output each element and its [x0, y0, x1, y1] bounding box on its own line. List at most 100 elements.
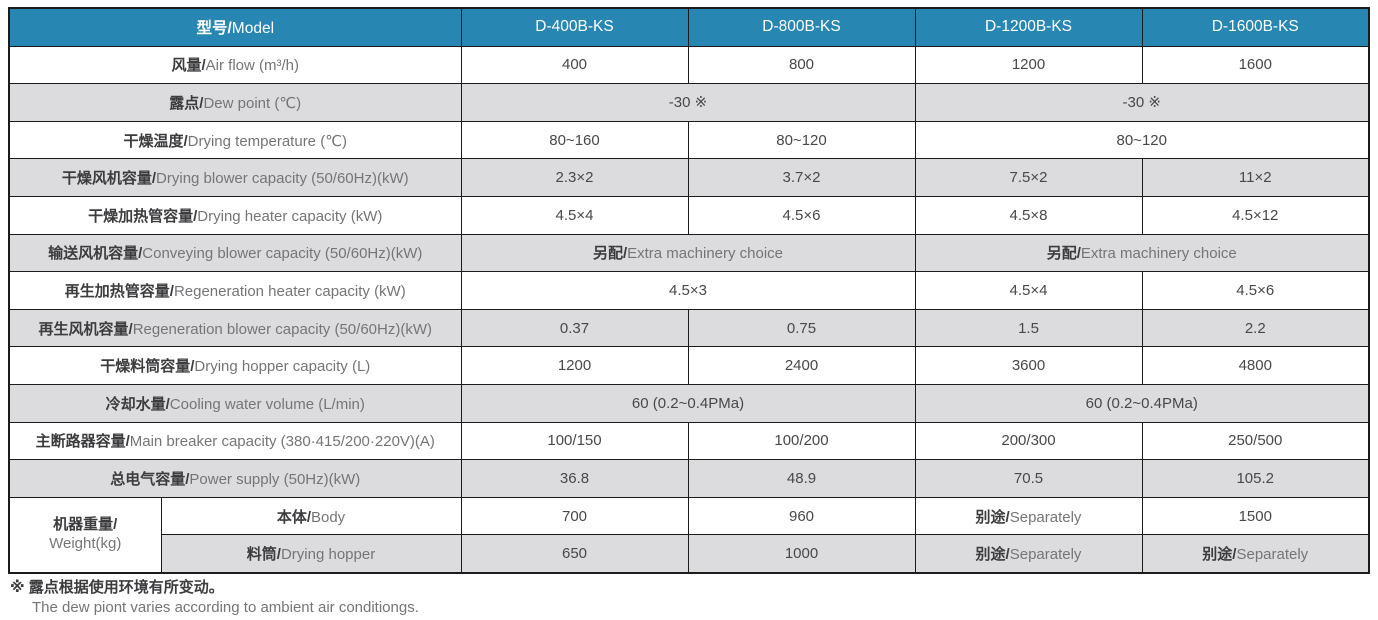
value-cell: 800 — [687, 45, 916, 85]
row-main-breaker: 主断路器容量/Main breaker capacity (380·415/20… — [8, 421, 1370, 461]
header-model-label: 型号/Model — [8, 7, 462, 47]
value-cell: 1000 — [687, 534, 916, 574]
row-label-main-breaker: 主断路器容量/Main breaker capacity (380·415/20… — [8, 421, 462, 461]
value-zh: 另配/ — [1046, 245, 1081, 263]
row-drying-blower: 干燥风机容量/Drying blower capacity (50/60Hz)(… — [8, 158, 1370, 197]
label-zh: 风量/ — [171, 57, 206, 75]
header-model-d1200: D-1200B-KS — [914, 7, 1143, 47]
value-cell: 250/500 — [1141, 421, 1370, 461]
row-label-cooling-water: 冷却水量/Cooling water volume (L/min) — [8, 383, 462, 423]
value-cell: 4.5×4 — [914, 271, 1143, 310]
label-zh: 干燥料筒容量/ — [100, 358, 195, 376]
row-label-airflow: 风量/Air flow (m³/h) — [8, 45, 462, 85]
value-cell: 80~120 — [914, 120, 1370, 160]
value-cell: 2.2 — [1141, 308, 1370, 348]
header-model-d400: D-400B-KS — [460, 7, 689, 47]
value-cell: 1200 — [914, 45, 1143, 85]
value-en: Separately — [1009, 508, 1082, 526]
label-en: Regeneration heater capacity (kW) — [173, 282, 406, 300]
row-sublabel-drying-hopper: 料筒/Drying hopper — [160, 534, 462, 574]
value-cell: 4.5×4 — [460, 195, 689, 235]
value-cell: 4.5×12 — [1141, 195, 1370, 235]
header-model-d800: D-800B-KS — [687, 7, 916, 47]
value-cell: 700 — [460, 496, 689, 536]
value-cell: 48.9 — [687, 459, 916, 498]
value-cell: 60 (0.2~0.4PMa) — [460, 383, 916, 423]
value-cell: 2400 — [687, 346, 916, 385]
value-cell: 0.37 — [460, 308, 689, 348]
value-cell: 650 — [460, 534, 689, 574]
value-cell: 960 — [687, 496, 916, 536]
value-cell: 4.5×6 — [687, 195, 916, 235]
label-zh: 冷却水量/ — [105, 395, 170, 413]
label-zh: 再生风机容量/ — [38, 320, 133, 338]
row-drying-heater: 干燥加热管容量/Drying heater capacity (kW) 4.5×… — [8, 195, 1370, 235]
footnote-line2-en: The dew piont varies according to ambien… — [32, 598, 419, 616]
row-label-weight: 机器重量/Weight(kg) — [8, 496, 162, 574]
label-en: Weight(kg) — [49, 534, 122, 552]
value-cell: 4.5×6 — [1141, 271, 1370, 310]
row-sublabel-body: 本体/Body — [160, 496, 462, 536]
label-zh: 露点/ — [169, 94, 204, 112]
label-en: Drying hopper capacity (L) — [194, 358, 371, 376]
label-en: Drying blower capacity (50/60Hz)(kW) — [156, 170, 409, 188]
value-cell: 别途/Separately — [914, 496, 1143, 536]
label-en: Drying temperature (℃) — [187, 132, 348, 150]
value-cell: 4.5×3 — [460, 271, 916, 310]
label-zh: 输送风机容量/ — [48, 245, 143, 263]
label-en: Body — [310, 508, 346, 526]
row-label-regeneration-blower: 再生风机容量/Regeneration blower capacity (50/… — [8, 308, 462, 348]
label-en: Dew point (℃) — [203, 94, 302, 112]
row-conveying-blower: 输送风机容量/Conveying blower capacity (50/60H… — [8, 233, 1370, 273]
label-zh: 干燥风机容量/ — [61, 170, 157, 188]
label-en: Main breaker capacity (380·415/200·220V)… — [129, 433, 435, 451]
value-cell: 4800 — [1141, 346, 1370, 385]
row-label-drying-heater: 干燥加热管容量/Drying heater capacity (kW) — [8, 195, 462, 235]
value-cell: 1500 — [1141, 496, 1370, 536]
row-power-supply: 总电气容量/Power supply (50Hz)(kW) 36.8 48.9 … — [8, 459, 1370, 498]
row-cooling-water: 冷却水量/Cooling water volume (L/min) 60 (0.… — [8, 383, 1370, 423]
value-zh: 别途/ — [1202, 546, 1237, 564]
row-dewpoint: 露点/Dew point (℃) -30 ※ -30 ※ — [8, 83, 1370, 122]
header-model-zh: 型号/ — [196, 20, 232, 38]
row-weight-hopper: 料筒/Drying hopper 650 1000 别途/Separately … — [9, 534, 1370, 574]
value-en: Extra machinery choice — [1080, 245, 1237, 263]
value-en: Separately — [1236, 546, 1309, 564]
row-label-power-supply: 总电气容量/Power supply (50Hz)(kW) — [8, 459, 462, 498]
footnote-line1-cn: ※ 露点根据使用环境有所变动。 — [10, 578, 224, 596]
header-model-d1600: D-1600B-KS — [1141, 7, 1370, 47]
row-label-drying-temperature: 干燥温度/Drying temperature (℃) — [8, 120, 462, 160]
value-cell: -30 ※ — [460, 83, 916, 122]
label-zh: 机器重量/ — [53, 516, 118, 534]
value-cell: 1.5 — [914, 308, 1143, 348]
value-cell: 70.5 — [914, 459, 1143, 498]
value-cell: 0.75 — [687, 308, 916, 348]
row-drying-hopper-capacity: 干燥料筒容量/Drying hopper capacity (L) 1200 2… — [8, 346, 1370, 385]
value-en: Separately — [1009, 546, 1082, 564]
label-en: Air flow (m³/h) — [205, 57, 299, 75]
label-zh: 主断路器容量/ — [35, 433, 130, 451]
value-cell: 7.5×2 — [914, 158, 1143, 197]
label-zh: 干燥温度/ — [123, 132, 188, 150]
value-cell: 11×2 — [1141, 158, 1370, 197]
row-label-conveying-blower: 输送风机容量/Conveying blower capacity (50/60H… — [8, 233, 462, 273]
value-cell: 105.2 — [1141, 459, 1370, 498]
label-zh: 总电气容量/ — [110, 470, 190, 488]
row-label-dewpoint: 露点/Dew point (℃) — [8, 83, 462, 122]
label-en: Drying heater capacity (kW) — [197, 207, 383, 225]
label-zh: 本体/ — [276, 508, 311, 526]
footnote: ※ 露点根据使用环境有所变动。 The dew piont varies acc… — [8, 579, 1370, 617]
row-label-drying-hopper-capacity: 干燥料筒容量/Drying hopper capacity (L) — [8, 346, 462, 385]
value-en: Extra machinery choice — [627, 245, 784, 263]
header-row: 型号/Model D-400B-KS D-800B-KS D-1200B-KS … — [8, 7, 1370, 47]
value-cell: 36.8 — [460, 459, 689, 498]
value-cell: 80~160 — [460, 120, 689, 160]
label-zh: 料筒/ — [246, 546, 281, 564]
label-en: Power supply (50Hz)(kW) — [189, 470, 361, 488]
row-label-drying-blower: 干燥风机容量/Drying blower capacity (50/60Hz)(… — [8, 158, 462, 197]
value-cell: -30 ※ — [914, 83, 1370, 122]
value-cell: 3600 — [914, 346, 1143, 385]
label-zh: 干燥加热管容量/ — [88, 207, 198, 225]
label-en: Regeneration blower capacity (50/60Hz)(k… — [132, 320, 432, 338]
value-cell: 60 (0.2~0.4PMa) — [914, 383, 1370, 423]
